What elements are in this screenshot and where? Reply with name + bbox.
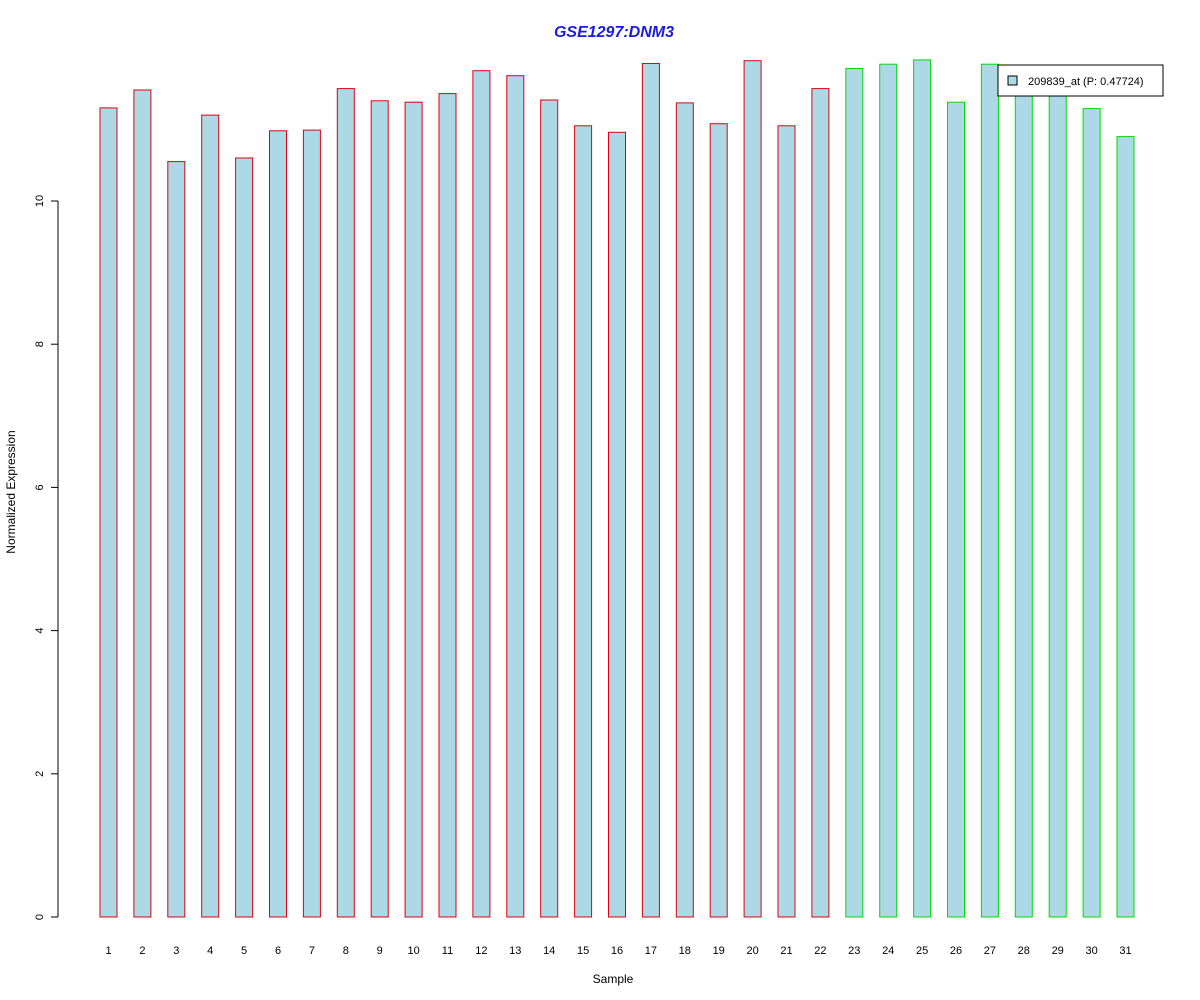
legend-label: 209839_at (P: 0.47724)	[1028, 76, 1144, 88]
x-tick-label: 7	[309, 945, 315, 957]
bar-sample-9	[370, 100, 389, 918]
x-tick-label: 17	[645, 945, 657, 957]
legend-box	[997, 64, 1164, 97]
legend: 209839_at (P: 0.47724)	[997, 64, 1164, 97]
x-tick-label: 10	[407, 945, 419, 957]
x-tick-label: 12	[475, 945, 487, 957]
y-tick-label: 8	[34, 341, 46, 347]
x-tick-labels: 1 2 3 4 5 6 7 8 9 10 11 12 13 14 15 16 17 18 19 20 21 22 23 24 2…	[105, 945, 1131, 957]
bar-sample-8	[336, 88, 355, 918]
x-tick-label: 20	[746, 945, 758, 957]
x-tick-label: 6	[275, 945, 281, 957]
bar-sample-27	[980, 63, 999, 918]
x-tick-label: 8	[343, 945, 349, 957]
bar-sample-7	[302, 129, 321, 918]
x-tick-label: 16	[611, 945, 623, 957]
x-tick-label: 4	[207, 945, 213, 957]
bar-sample-22	[811, 88, 830, 918]
x-tick-label: 24	[882, 945, 894, 957]
bar-sample-1	[99, 107, 118, 918]
x-tick-label: 25	[916, 945, 928, 957]
x-tick-label: 9	[377, 945, 383, 957]
x-tick-label: 13	[509, 945, 521, 957]
y-axis: 0 2 4 6 8 10	[34, 195, 59, 920]
bar-sample-10	[404, 101, 423, 918]
y-axis-label: Normalized Expression	[4, 430, 18, 553]
x-tick-label: 29	[1052, 945, 1064, 957]
x-tick-label: 11	[442, 945, 453, 957]
bar-sample-21	[777, 125, 796, 918]
x-tick-label: 30	[1085, 945, 1097, 957]
bar-sample-23	[845, 68, 864, 918]
x-tick-label: 22	[814, 945, 826, 957]
x-tick-label: 2	[139, 945, 145, 957]
y-tick-label: 4	[34, 628, 46, 634]
x-tick-label: 26	[950, 945, 962, 957]
x-tick-label: 14	[543, 945, 555, 957]
bar-sample-30	[1082, 108, 1101, 918]
bar-sample-4	[201, 114, 220, 918]
y-tick-label: 10	[34, 195, 46, 207]
x-tick-label: 18	[679, 945, 691, 957]
bar-sample-20	[743, 60, 762, 918]
y-tick-label: 2	[34, 771, 46, 777]
x-tick-label: 28	[1018, 945, 1030, 957]
bars-group	[99, 59, 1135, 918]
bar-sample-14	[540, 99, 559, 918]
bar-sample-31	[1116, 136, 1135, 918]
bar-sample-12	[472, 70, 491, 918]
x-tick-label: 3	[173, 945, 179, 957]
x-tick-label: 5	[241, 945, 247, 957]
y-tick-label: 6	[34, 484, 46, 490]
x-tick-label: 19	[713, 945, 725, 957]
bar-sample-26	[947, 101, 965, 918]
x-tick-label: 21	[780, 945, 792, 957]
bar-sample-24	[879, 63, 898, 918]
x-axis-label: Sample	[593, 972, 634, 986]
x-tick-label: 1	[105, 945, 111, 957]
x-tick-label: 31	[1119, 945, 1131, 957]
legend-swatch	[1007, 75, 1018, 86]
y-tick-label: 0	[34, 914, 46, 920]
bar-sample-2	[133, 89, 152, 918]
chart-title: GSE1297:DNM3	[554, 24, 674, 41]
bar-sample-19	[709, 123, 728, 918]
bar-sample-28	[1014, 93, 1033, 918]
bar-sample-16	[608, 131, 626, 918]
bar-sample-15	[574, 125, 593, 918]
bar-sample-25	[913, 59, 932, 918]
x-tick-label: 23	[848, 945, 860, 957]
bar-sample-3	[167, 161, 186, 918]
x-tick-label: 15	[577, 945, 589, 957]
bar-sample-17	[641, 63, 660, 918]
bar-sample-18	[675, 102, 694, 918]
bar-sample-13	[506, 75, 525, 918]
bar-sample-5	[235, 157, 254, 918]
bar-sample-29	[1048, 93, 1067, 918]
bar-sample-11	[438, 93, 457, 918]
bar-sample-6	[269, 130, 287, 918]
x-tick-label: 27	[984, 945, 996, 957]
